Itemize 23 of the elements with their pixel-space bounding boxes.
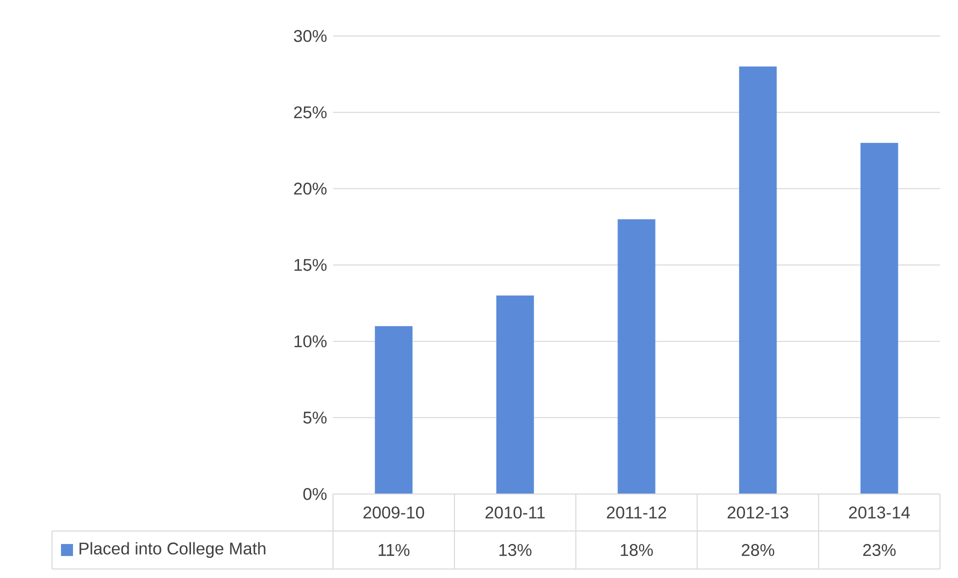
y-tick-label: 20% [294, 182, 327, 195]
bar [739, 66, 777, 494]
x-tick-label: 2013-14 [849, 506, 910, 518]
y-tick-label: 30% [294, 30, 327, 42]
x-tick-label: 2011-12 [606, 506, 666, 518]
data-label: 28% [742, 544, 774, 556]
y-tick-label: 0% [303, 488, 327, 500]
data-label: 23% [863, 544, 896, 556]
x-tick-label: 2009-10 [363, 506, 424, 518]
bar [496, 296, 534, 494]
bar [618, 219, 656, 494]
x-tick-label: 2010-11 [486, 506, 545, 518]
y-tick-label: 5% [303, 412, 327, 424]
y-tick-label: 25% [294, 106, 327, 118]
data-label: 11% [378, 544, 410, 556]
bar [374, 326, 413, 494]
bar [860, 142, 898, 494]
legend-label: Placed into College Math [80, 542, 266, 558]
y-tick-label: 10% [294, 335, 327, 348]
data-label: 18% [620, 544, 653, 556]
data-label: 13% [499, 544, 532, 556]
y-tick-label: 15% [294, 259, 327, 271]
x-tick-label: 2012-13 [728, 506, 788, 518]
